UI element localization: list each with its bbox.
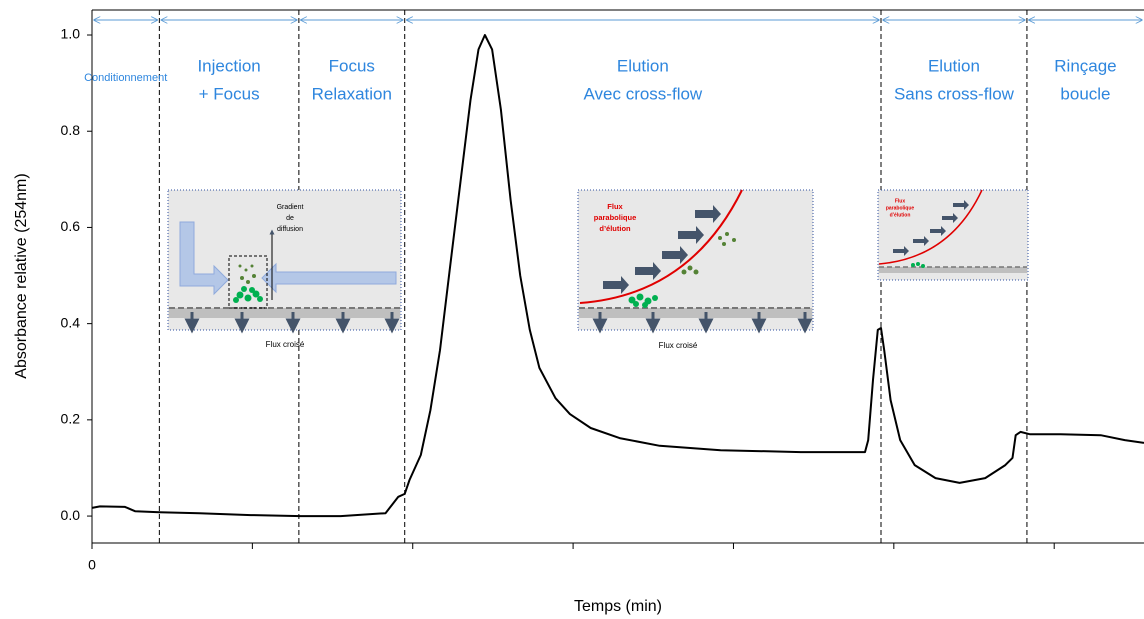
y-tick-label: 0.8 <box>61 122 81 138</box>
inset-text: d’élution <box>890 212 911 218</box>
flow-arrow <box>261 262 397 294</box>
inset-elution: Flux parabolique d’élution Flux croisé <box>577 189 814 350</box>
inset-text: Flux <box>607 202 623 211</box>
inset-focus: Gradient de diffusion Flux croisé <box>167 189 402 349</box>
phase-label: Relaxation <box>312 84 392 103</box>
inset-text: de <box>286 215 294 222</box>
phase-label: Injection <box>197 56 260 75</box>
x-tick-label: 0 <box>88 557 96 573</box>
inset-text: parabolique <box>594 213 637 222</box>
inset-text: parabolique <box>886 205 915 211</box>
phase-label: Rinçage <box>1054 56 1116 75</box>
y-tick-label: 0.0 <box>61 507 81 523</box>
axes <box>91 9 1144 544</box>
y-tick-label: 0.2 <box>61 411 81 427</box>
y-tick-label: 0.4 <box>61 314 81 330</box>
data-line <box>91 34 1144 518</box>
phase-label: Elution <box>928 56 980 75</box>
phase-label: Elution <box>617 56 669 75</box>
flow-arrows <box>893 200 969 256</box>
inset-text: d’élution <box>599 224 631 233</box>
phase-label: Sans cross-flow <box>894 84 1015 103</box>
phase-label: boucle <box>1060 84 1110 103</box>
membrane <box>169 308 400 318</box>
phase-label: Conditionnement <box>84 72 167 84</box>
membrane <box>579 308 812 318</box>
y-axis-label: Absorbance relative (254nm) <box>13 173 30 378</box>
inset-text: Gradient <box>277 204 304 211</box>
particles <box>628 293 658 308</box>
flow-arrow <box>179 221 229 296</box>
phases: Conditionnement Injection + Focus Focus Rela… <box>84 10 1142 543</box>
parabola <box>579 189 743 304</box>
inset-caption: Flux croisé <box>659 341 698 350</box>
phase-label: + Focus <box>199 84 260 103</box>
particles <box>681 232 736 275</box>
cross-flow-arrows <box>184 312 400 334</box>
particles <box>233 286 263 303</box>
inset-no-crossflow: Flux parabolique d’élution <box>877 189 1029 281</box>
inset-text: Flux <box>895 198 905 204</box>
inset-text: diffusion <box>277 226 303 233</box>
phase-label: Avec cross-flow <box>583 84 702 103</box>
inset-box <box>167 189 402 331</box>
parabola <box>878 189 983 265</box>
inset-caption: Flux croisé <box>266 340 305 349</box>
y-tick-label: 0.6 <box>61 218 81 234</box>
y-tick-label: 1.0 <box>61 26 81 42</box>
particles <box>238 264 256 284</box>
phase-label: Focus <box>329 56 375 75</box>
x-axis-label: Temps (min) <box>574 598 662 615</box>
cross-flow-arrows <box>592 312 813 334</box>
flow-arrows <box>603 205 721 294</box>
particles <box>911 262 925 268</box>
membrane <box>879 267 1027 273</box>
